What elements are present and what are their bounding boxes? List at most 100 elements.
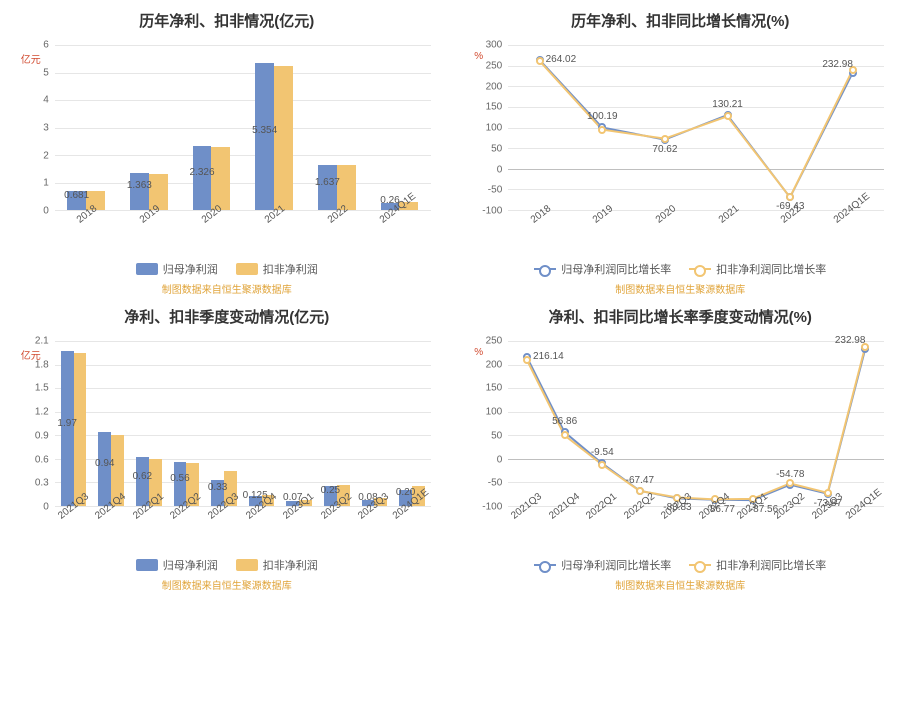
series-line (527, 349, 865, 500)
y-tick-label: -50 (488, 478, 502, 489)
chart-area: 亿元 00.30.60.91.21.51.82.1 1.970.940.620.… (17, 335, 437, 555)
point-value-label: 264.02 (546, 54, 577, 65)
legend-swatch-rect (136, 559, 158, 571)
y-tick-label: 1 (43, 178, 49, 189)
grid-line (55, 45, 431, 46)
legend-label: 归母净利润 (163, 261, 218, 277)
grid-line (55, 73, 431, 74)
grid-line (55, 388, 431, 389)
y-ticks: -100-50050100150200250300 (470, 45, 504, 211)
bar-value-label: 0.56 (170, 473, 189, 484)
y-tick-label: 250 (486, 336, 503, 347)
bar (274, 66, 293, 210)
bar-value-label: 1.97 (57, 418, 76, 429)
line-svg (508, 45, 884, 210)
y-tick-label: 6 (43, 40, 49, 51)
point-value-label: 56.86 (552, 416, 577, 427)
series-line (527, 347, 865, 500)
point-value-label: -54.78 (776, 469, 804, 480)
data-point (724, 112, 732, 120)
y-tick-label: -100 (482, 206, 502, 217)
point-value-label: 70.62 (652, 144, 677, 155)
y-tick-label: 1.5 (35, 383, 49, 394)
plot-region: 0.6811.3632.3265.3541.6370.26 (55, 45, 431, 211)
bar (337, 165, 356, 210)
panel-annual-profit: 历年净利、扣非情况(亿元) 亿元 0123456 0.6811.3632.326… (10, 10, 444, 296)
legend-label: 扣非净利润同比增长率 (716, 557, 826, 573)
y-tick-label: 0.9 (35, 430, 49, 441)
y-tick-label: 2.1 (35, 336, 49, 347)
legend-item: 扣非净利润 (236, 557, 318, 573)
plot-region: 1.970.940.620.560.330.1250.070.250.080.2… (55, 341, 431, 507)
bar-value-label: 0.681 (64, 190, 89, 201)
plot-region: 264.02100.1970.62130.21-69.43232.98 (508, 45, 884, 211)
chart-grid: 历年净利、扣非情况(亿元) 亿元 0123456 0.6811.3632.326… (10, 10, 897, 592)
y-tick-label: 0 (497, 454, 503, 465)
y-ticks: 00.30.60.91.21.51.82.1 (17, 341, 51, 507)
y-tick-label: 150 (486, 383, 503, 394)
grid-line (508, 210, 884, 211)
legend: 归母净利润 扣非净利润 (136, 261, 318, 277)
legend-item: 扣非净利润 (236, 261, 318, 277)
chart-title: 历年净利、扣非同比增长情况(%) (571, 10, 789, 31)
chart-title: 净利、扣非季度变动情况(亿元) (124, 306, 329, 327)
legend-label: 归母净利润同比增长率 (561, 557, 671, 573)
legend-swatch-rect (236, 559, 258, 571)
y-tick-label: 2 (43, 150, 49, 161)
bar-value-label: 1.363 (127, 180, 152, 191)
bar (74, 353, 87, 506)
point-value-label: 100.19 (587, 111, 618, 122)
legend-label: 归母净利润同比增长率 (561, 261, 671, 277)
bar (61, 351, 74, 506)
chart-footnote: 制图数据来自恒生聚源数据库 (162, 281, 292, 296)
grid-line (55, 155, 431, 156)
point-value-label: 232.98 (822, 59, 853, 70)
x-ticks: 201820192020202120222024Q1E (508, 213, 884, 259)
grid-line (55, 210, 431, 211)
y-tick-label: 200 (486, 81, 503, 92)
point-value-label: 216.14 (533, 351, 564, 362)
x-ticks: 2021Q32021Q42022Q12022Q22022Q32022Q42023… (55, 509, 431, 555)
legend-swatch-rect (136, 263, 158, 275)
bar (98, 432, 111, 506)
y-tick-label: -100 (482, 502, 502, 513)
legend-item: 扣非净利润同比增长率 (689, 557, 826, 573)
y-tick-label: 1.8 (35, 359, 49, 370)
y-tick-label: 50 (491, 430, 502, 441)
data-point (523, 356, 531, 364)
grid-line (55, 365, 431, 366)
grid-line (55, 341, 431, 342)
chart-area: % -100-50050100150200250 216.1456.86-9.5… (470, 335, 890, 555)
bar (130, 173, 149, 210)
chart-title: 历年净利、扣非情况(亿元) (139, 10, 314, 31)
y-tick-label: 0 (43, 502, 49, 513)
y-tick-label: 4 (43, 95, 49, 106)
data-point (786, 479, 794, 487)
chart-area: 亿元 0123456 0.6811.3632.3265.3541.6370.26… (17, 39, 437, 259)
bar-value-label: 5.354 (252, 125, 277, 136)
legend-item: 归母净利润 (136, 261, 218, 277)
chart-footnote: 制图数据来自恒生聚源数据库 (615, 281, 745, 296)
y-tick-label: 300 (486, 40, 503, 51)
y-tick-label: 250 (486, 60, 503, 71)
legend-label: 扣非净利润同比增长率 (716, 261, 826, 277)
panel-quarterly-growth: 净利、扣非同比增长率季度变动情况(%) % -100-5005010015020… (464, 306, 898, 592)
legend-label: 归母净利润 (163, 557, 218, 573)
y-tick-label: 3 (43, 123, 49, 134)
y-tick-label: 100 (486, 407, 503, 418)
point-value-label: -9.54 (591, 447, 614, 458)
grid-line (55, 100, 431, 101)
y-tick-label: 50 (491, 143, 502, 154)
x-ticks: 2021Q32021Q42022Q12022Q22022Q32022Q42023… (508, 509, 884, 555)
legend-label: 扣非净利润 (263, 557, 318, 573)
panel-quarterly-profit: 净利、扣非季度变动情况(亿元) 亿元 00.30.60.91.21.51.82.… (10, 306, 444, 592)
bar-value-label: 0.25 (321, 485, 340, 496)
bar-value-label: 0.33 (208, 482, 227, 493)
y-tick-label: 5 (43, 67, 49, 78)
y-tick-label: -50 (488, 185, 502, 196)
series-line (540, 61, 853, 198)
y-tick-label: 0 (43, 206, 49, 217)
y-tick-label: 200 (486, 359, 503, 370)
bar-value-label: 2.326 (190, 167, 215, 178)
bar-value-label: 1.637 (315, 177, 340, 188)
